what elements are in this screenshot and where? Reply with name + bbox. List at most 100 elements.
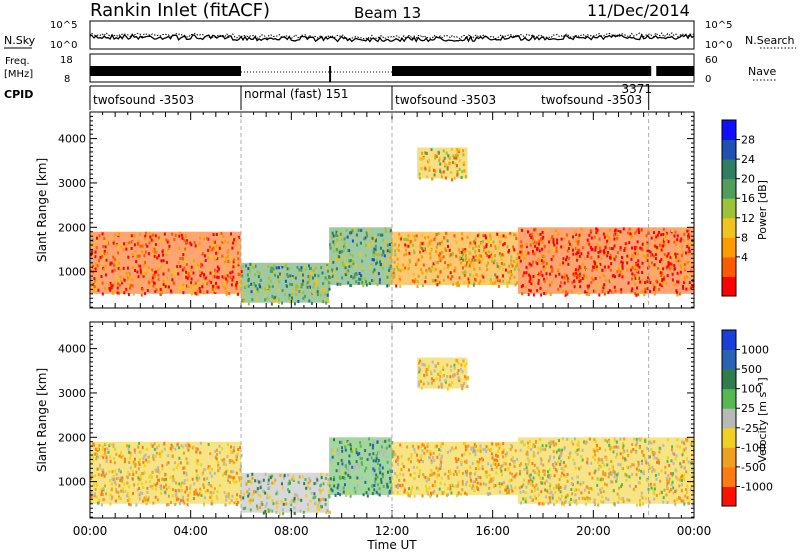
- heatmap-cell: [185, 275, 188, 279]
- heatmap-cell: [251, 497, 254, 501]
- heatmap-cell: [530, 489, 533, 493]
- heatmap-cell: [670, 487, 673, 491]
- heatmap-cell: [363, 452, 366, 456]
- heatmap-cell: [586, 460, 589, 464]
- freq-bar-segment: [656, 66, 694, 76]
- heatmap-cell: [558, 456, 561, 460]
- heatmap-cell: [673, 240, 676, 244]
- heatmap-cell: [538, 469, 540, 473]
- heatmap-cell: [187, 272, 190, 276]
- heatmap-cell: [575, 499, 578, 503]
- heatmap-cell: [419, 157, 422, 161]
- heatmap-cell: [303, 265, 306, 269]
- heatmap-cell: [223, 491, 226, 495]
- heatmap-cell: [258, 271, 261, 275]
- heatmap-cell: [140, 482, 143, 486]
- heatmap-cell: [152, 457, 155, 461]
- heatmap-cell: [322, 497, 325, 501]
- heatmap-cell: [595, 447, 598, 450]
- heatmap-cell: [434, 236, 437, 240]
- heatmap-cell: [345, 273, 348, 277]
- heatmap-cell: [109, 502, 112, 506]
- heatmap-cell: [196, 492, 198, 496]
- heatmap-cell: [618, 274, 621, 278]
- heatmap-cell: [200, 264, 202, 268]
- heatmap-cell: [513, 275, 516, 279]
- heatmap-cell: [167, 503, 170, 506]
- cpid-segment-label: twofsound -3503: [395, 93, 496, 107]
- heatmap-cell: [214, 449, 217, 453]
- heatmap-cell: [671, 445, 674, 449]
- heatmap-cell: [126, 475, 129, 479]
- heatmap-cell: [644, 287, 647, 291]
- heatmap-cell: [503, 263, 506, 266]
- heatmap-cell: [532, 451, 535, 455]
- heatmap-cell: [292, 479, 295, 482]
- heatmap-cell: [336, 250, 339, 253]
- heatmap-cell: [612, 489, 615, 493]
- heatmap-cell: [224, 256, 227, 260]
- heatmap-cell: [426, 368, 429, 372]
- heatmap-cell: [662, 244, 664, 248]
- heatmap-cell: [313, 502, 316, 506]
- heatmap-cell: [256, 489, 259, 493]
- heatmap-cell: [312, 496, 315, 500]
- heatmap-cell: [496, 454, 499, 458]
- heatmap-cell: [103, 474, 106, 478]
- heatmap-cell: [588, 487, 591, 490]
- heatmap-cell: [659, 479, 662, 483]
- heatmap-cell: [398, 232, 401, 236]
- heatmap-cell: [533, 495, 536, 499]
- heatmap-cell: [335, 267, 338, 271]
- heatmap-cell: [541, 274, 544, 277]
- heatmap-cell: [574, 268, 577, 272]
- heatmap-cell: [196, 246, 199, 249]
- heatmap-cell: [247, 494, 250, 498]
- heatmap-cell: [684, 466, 686, 470]
- heatmap-cell: [612, 274, 615, 277]
- heatmap-cell: [397, 262, 400, 266]
- heatmap-cell: [684, 447, 687, 450]
- heatmap-cell: [406, 491, 409, 495]
- heatmap-cell: [669, 255, 672, 259]
- heatmap-cell: [676, 254, 679, 258]
- heatmap-cell: [137, 254, 140, 258]
- heatmap-cell: [443, 267, 446, 271]
- heatmap-cell: [444, 378, 447, 382]
- heatmap-cell: [630, 268, 633, 272]
- heatmap-cell: [680, 489, 683, 493]
- heatmap-cell: [151, 276, 154, 280]
- heatmap-cell: [607, 498, 610, 502]
- heatmap-cell: [139, 477, 142, 481]
- heatmap-cell: [498, 482, 501, 486]
- heatmap-cell: [396, 247, 399, 250]
- heatmap-cell: [610, 473, 613, 476]
- heatmap-cell: [367, 228, 370, 232]
- colorbar-swatch: [722, 159, 736, 180]
- heatmap-cell: [275, 501, 278, 505]
- heatmap-cell: [650, 236, 653, 240]
- heatmap-cell: [509, 232, 512, 235]
- heatmap-cell: [300, 283, 303, 287]
- heatmap-cell: [229, 271, 232, 275]
- heatmap-cell: [567, 246, 570, 250]
- heatmap-cell: [329, 243, 332, 247]
- heatmap-cell: [501, 253, 504, 257]
- heatmap-cell: [680, 237, 683, 241]
- heatmap-cell: [121, 254, 124, 258]
- heatmap-cell: [108, 283, 111, 287]
- heatmap-cell: [300, 285, 303, 289]
- heatmap-cell: [408, 468, 410, 472]
- heatmap-cell: [226, 241, 229, 244]
- heatmap-cell: [371, 446, 374, 450]
- heatmap-cell: [144, 272, 147, 276]
- heatmap-cell: [682, 460, 685, 464]
- colorbar-swatch: [722, 349, 736, 370]
- heatmap-cell: [324, 476, 327, 480]
- heatmap-cell: [366, 234, 369, 238]
- heatmap-cell: [345, 263, 348, 267]
- heatmap-cell: [496, 459, 499, 463]
- heatmap-cell: [158, 264, 161, 268]
- heatmap-cell: [159, 455, 162, 458]
- heatmap-cell: [254, 490, 257, 494]
